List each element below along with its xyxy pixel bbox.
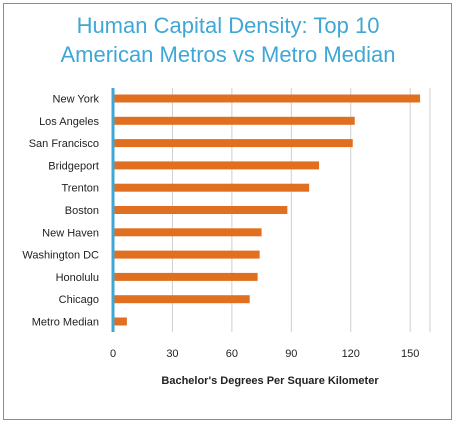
category-label: Chicago	[59, 294, 99, 306]
chart-title-line2: American Metros vs Metro Median	[60, 42, 396, 67]
bar	[113, 116, 355, 125]
category-label: New Haven	[42, 227, 99, 239]
x-tick-labels: 0 30 60 90 120 150	[110, 348, 419, 360]
bar	[113, 94, 421, 103]
bar	[113, 250, 260, 259]
x-tick-label: 0	[110, 348, 116, 360]
chart-title: Human Capital Density: Top 10 American M…	[0, 11, 456, 69]
x-tick-label: 120	[342, 348, 360, 360]
x-tick-label: 30	[166, 348, 178, 360]
x-tick-label: 60	[226, 348, 238, 360]
chart-title-line1: Human Capital Density: Top 10	[76, 13, 380, 38]
bar	[113, 161, 320, 170]
bar	[113, 228, 262, 237]
x-axis-label: Bachelor's Degrees Per Square Kilometer	[161, 375, 379, 387]
bar	[113, 272, 258, 281]
x-tick-label: 150	[401, 348, 419, 360]
bar	[113, 139, 353, 148]
category-label: Metro Median	[32, 317, 99, 329]
category-label: San Francisco	[29, 138, 99, 150]
bar	[113, 183, 310, 192]
category-label: Bridgeport	[48, 160, 99, 172]
category-label: Honolulu	[56, 272, 99, 284]
bar	[113, 295, 250, 304]
category-label: Trenton	[61, 183, 99, 195]
category-label: Boston	[65, 205, 99, 217]
bars	[113, 94, 421, 326]
category-label: Washington DC	[22, 250, 99, 262]
category-label: Los Angeles	[39, 116, 99, 128]
category-label: New York	[53, 94, 100, 106]
bar	[113, 206, 288, 214]
x-tick-label: 90	[285, 348, 297, 360]
category-labels: New York Los Angeles San Francisco Bridgepo…	[22, 94, 99, 329]
bar	[113, 317, 127, 326]
